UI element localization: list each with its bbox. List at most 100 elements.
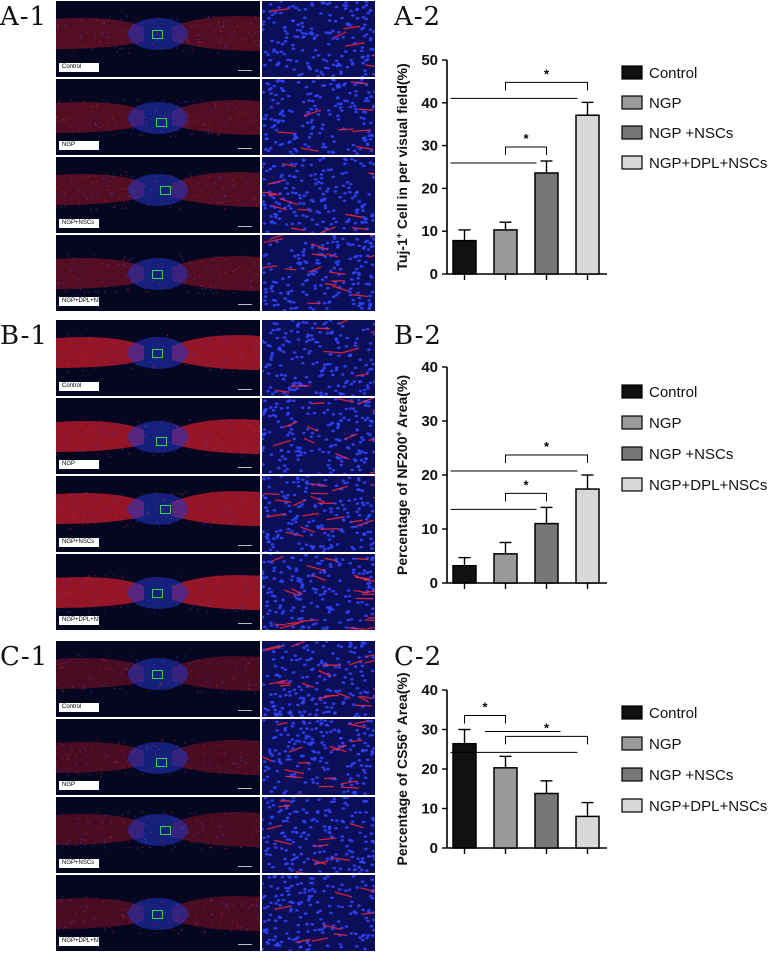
speckle — [148, 291, 149, 292]
nucleus — [278, 113, 282, 116]
nucleus — [274, 693, 278, 696]
speckle — [246, 38, 247, 39]
speckle — [133, 24, 134, 25]
speckle — [87, 576, 88, 577]
nucleus — [281, 98, 285, 101]
speckle — [228, 103, 229, 104]
speckle — [136, 364, 137, 365]
speckle — [132, 904, 133, 905]
micrograph-control: Control — [56, 1, 260, 77]
speckle — [94, 352, 95, 353]
nucleus — [310, 199, 314, 202]
speckle — [69, 357, 70, 358]
roi-box — [152, 910, 163, 919]
nucleus — [330, 223, 334, 226]
speckle — [115, 46, 116, 47]
speckle — [137, 426, 138, 427]
nucleus — [318, 132, 322, 135]
speckle — [115, 514, 116, 515]
nucleus — [339, 413, 343, 416]
nucleus — [328, 538, 332, 541]
nucleus — [311, 877, 315, 880]
speckle — [205, 913, 206, 914]
nucleus — [268, 806, 272, 809]
speckle — [191, 902, 192, 903]
speckle — [112, 584, 113, 585]
speckle — [105, 815, 106, 816]
speckle — [173, 494, 174, 495]
speckle — [227, 848, 228, 849]
nucleus — [336, 603, 340, 606]
speckle — [152, 338, 153, 339]
nucleus — [271, 220, 275, 223]
speckle — [219, 826, 220, 827]
speckle — [150, 113, 151, 114]
speckle — [204, 35, 205, 36]
nucleus — [354, 108, 358, 111]
nucleus — [271, 705, 275, 708]
speckle — [147, 512, 148, 513]
nucleus — [370, 925, 374, 928]
nucleus — [369, 342, 373, 345]
y-label-main: Tuj-1 — [394, 238, 410, 271]
nucleus — [308, 136, 312, 139]
nucleus — [266, 534, 270, 537]
nucleus — [338, 563, 342, 566]
nucleus — [263, 124, 267, 127]
speckle — [72, 513, 73, 514]
nucleus — [293, 494, 297, 497]
nucleus — [281, 120, 285, 123]
nucleus — [331, 885, 335, 888]
nucleus — [319, 723, 323, 726]
nucleus — [365, 97, 369, 100]
nucleus — [345, 668, 349, 671]
nucleus — [358, 469, 362, 472]
speckle — [92, 197, 93, 198]
nucleus — [371, 613, 375, 616]
nucleus — [331, 135, 335, 138]
nucleus — [293, 351, 297, 354]
nucleus — [354, 90, 358, 93]
nucleus — [337, 905, 341, 908]
speckle — [145, 117, 146, 118]
speckle — [191, 134, 192, 135]
nucleus — [286, 890, 290, 893]
nucleus — [369, 95, 373, 98]
nucleus — [320, 741, 324, 744]
speckle — [209, 679, 210, 680]
nucleus — [281, 599, 285, 602]
speckle — [88, 186, 89, 187]
nucleus — [299, 197, 303, 200]
nucleus — [357, 733, 361, 736]
nucleus — [288, 276, 292, 279]
speckle — [170, 340, 171, 341]
nucleus — [279, 364, 283, 367]
speckle — [164, 812, 165, 813]
nucleus — [347, 419, 351, 422]
speckle — [251, 23, 252, 24]
nucleus — [284, 187, 288, 190]
speckle — [85, 361, 86, 362]
speckle — [172, 186, 173, 187]
nucleus — [322, 143, 326, 146]
nucleus — [366, 55, 370, 58]
speckle — [121, 41, 122, 42]
speckle — [78, 511, 79, 512]
nucleus — [333, 729, 337, 732]
nucleus — [302, 432, 306, 435]
nucleus — [351, 63, 355, 66]
nucleus — [298, 194, 302, 197]
nucleus — [371, 855, 375, 858]
nucleus — [330, 546, 334, 549]
speckle — [207, 675, 208, 676]
nucleus — [343, 192, 347, 195]
nucleus — [267, 17, 271, 20]
speckle — [247, 133, 248, 134]
speckle — [170, 207, 171, 208]
nucleus — [331, 652, 335, 655]
nucleus — [284, 750, 288, 753]
nucleus — [310, 218, 314, 221]
nucleus — [371, 840, 375, 843]
bar-ngp-dpl-nscs — [576, 489, 599, 583]
speckle — [226, 605, 227, 606]
